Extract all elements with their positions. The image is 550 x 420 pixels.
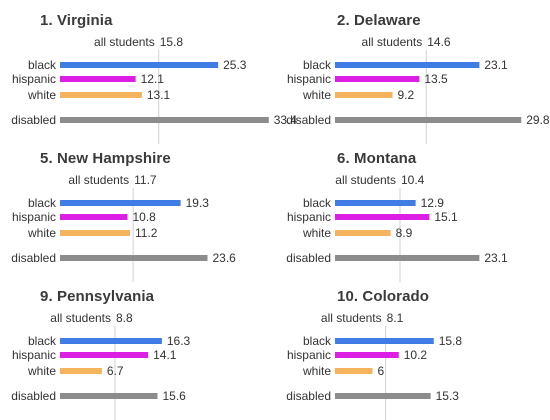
- reference-value: 8.1: [387, 311, 404, 325]
- value-label-white: 11.2: [135, 226, 158, 240]
- value-label-disabled: 29.8: [526, 113, 550, 127]
- bar-black: [335, 62, 479, 68]
- panel-chart: all students 8.8 black 16.3 hispanic 14.1 whit…: [0, 286, 270, 420]
- value-label-white: 8.9: [396, 226, 413, 240]
- category-label-disabled: disabled: [11, 389, 56, 403]
- category-label-black: black: [28, 334, 57, 348]
- value-label-disabled: 23.1: [484, 251, 508, 265]
- reference-value: 14.6: [427, 35, 451, 49]
- bar-white: [335, 230, 391, 236]
- bar-white: [60, 368, 102, 374]
- value-label-white: 6: [378, 364, 385, 378]
- reference-label: all students: [50, 311, 111, 325]
- category-label-disabled: disabled: [11, 251, 56, 265]
- category-label-disabled: disabled: [286, 389, 331, 403]
- value-label-white: 9.2: [398, 88, 415, 102]
- panel-chart: all students 10.4 black 12.9 hispanic 15.1 whi…: [275, 148, 545, 282]
- category-label-hispanic: hispanic: [12, 72, 56, 86]
- value-label-hispanic: 15.1: [434, 210, 458, 224]
- reference-label: all students: [335, 173, 396, 187]
- bar-hispanic: [60, 352, 148, 358]
- category-label-hispanic: hispanic: [287, 72, 331, 86]
- bar-black: [60, 200, 181, 206]
- category-label-black: black: [303, 58, 332, 72]
- value-label-hispanic: 14.1: [153, 348, 177, 362]
- bar-disabled: [60, 393, 158, 399]
- panel-chart: all students 8.1 black 15.8 hispanic 10.2 whit…: [275, 286, 545, 420]
- panel-chart: all students 14.6 black 23.1 hispanic 13.5 whi…: [275, 10, 545, 144]
- value-label-white: 13.1: [147, 88, 171, 102]
- value-label-disabled: 15.6: [163, 389, 187, 403]
- panel-new-hampshire: 5. New Hampshire all students 11.7 black 19…: [0, 148, 270, 282]
- panel-colorado: 10. Colorado all students 8.1 black 15.8 his…: [275, 286, 545, 420]
- panel-montana: 6. Montana all students 10.4 black 12.9 hisp…: [275, 148, 545, 282]
- value-label-white: 6.7: [107, 364, 124, 378]
- bar-white: [60, 230, 130, 236]
- category-label-black: black: [303, 334, 332, 348]
- bar-white: [60, 92, 142, 98]
- category-label-white: white: [302, 226, 331, 240]
- category-label-white: white: [27, 226, 56, 240]
- reference-value: 10.4: [401, 173, 425, 187]
- category-label-black: black: [303, 196, 332, 210]
- category-label-black: black: [28, 58, 57, 72]
- bar-disabled: [60, 117, 269, 123]
- value-label-disabled: 15.3: [436, 389, 460, 403]
- bar-hispanic: [60, 76, 136, 82]
- bar-white: [335, 368, 373, 374]
- category-label-white: white: [302, 88, 331, 102]
- value-label-black: 12.9: [421, 196, 445, 210]
- bar-disabled: [335, 255, 479, 261]
- reference-label: all students: [321, 311, 382, 325]
- category-label-disabled: disabled: [11, 113, 56, 127]
- reference-label: all students: [94, 35, 155, 49]
- bar-hispanic: [335, 352, 399, 358]
- panel-chart: all students 15.8 black 25.3 hispanic 12.1 whi…: [0, 10, 270, 144]
- value-label-black: 23.1: [484, 58, 508, 72]
- bar-hispanic: [60, 214, 128, 220]
- category-label-hispanic: hispanic: [12, 210, 56, 224]
- category-label-disabled: disabled: [286, 251, 331, 265]
- reference-value: 8.8: [116, 311, 133, 325]
- bar-black: [60, 62, 218, 68]
- bar-disabled: [335, 117, 521, 123]
- reference-value: 15.8: [160, 35, 184, 49]
- category-label-white: white: [27, 88, 56, 102]
- bar-hispanic: [335, 76, 419, 82]
- panel-virginia: 1. Virginia all students 15.8 black 25.3 his…: [0, 10, 270, 144]
- value-label-hispanic: 12.1: [141, 72, 165, 86]
- bar-disabled: [335, 393, 431, 399]
- category-label-hispanic: hispanic: [12, 348, 56, 362]
- panel-chart: all students 11.7 black 19.3 hispanic 10.8 whi…: [0, 148, 270, 282]
- bar-black: [60, 338, 162, 344]
- value-label-disabled: 23.6: [213, 251, 237, 265]
- reference-label: all students: [68, 173, 129, 187]
- bar-disabled: [60, 255, 208, 261]
- category-label-white: white: [302, 364, 331, 378]
- bar-black: [335, 200, 416, 206]
- value-label-black: 19.3: [186, 196, 210, 210]
- category-label-white: white: [27, 364, 56, 378]
- panel-delaware: 2. Delaware all students 14.6 black 23.1 his…: [275, 10, 545, 144]
- category-label-black: black: [28, 196, 57, 210]
- reference-value: 11.7: [134, 173, 157, 187]
- category-label-hispanic: hispanic: [287, 210, 331, 224]
- value-label-black: 16.3: [167, 334, 191, 348]
- value-label-black: 15.8: [439, 334, 463, 348]
- bar-white: [335, 92, 393, 98]
- value-label-black: 25.3: [223, 58, 247, 72]
- reference-label: all students: [362, 35, 423, 49]
- value-label-hispanic: 10.8: [133, 210, 157, 224]
- category-label-disabled: disabled: [286, 113, 331, 127]
- panel-pennsylvania: 9. Pennsylvania all students 8.8 black 16.3…: [0, 286, 270, 420]
- bar-hispanic: [335, 214, 429, 220]
- bar-black: [335, 338, 434, 344]
- value-label-hispanic: 10.2: [404, 348, 428, 362]
- category-label-hispanic: hispanic: [287, 348, 331, 362]
- value-label-hispanic: 13.5: [424, 72, 448, 86]
